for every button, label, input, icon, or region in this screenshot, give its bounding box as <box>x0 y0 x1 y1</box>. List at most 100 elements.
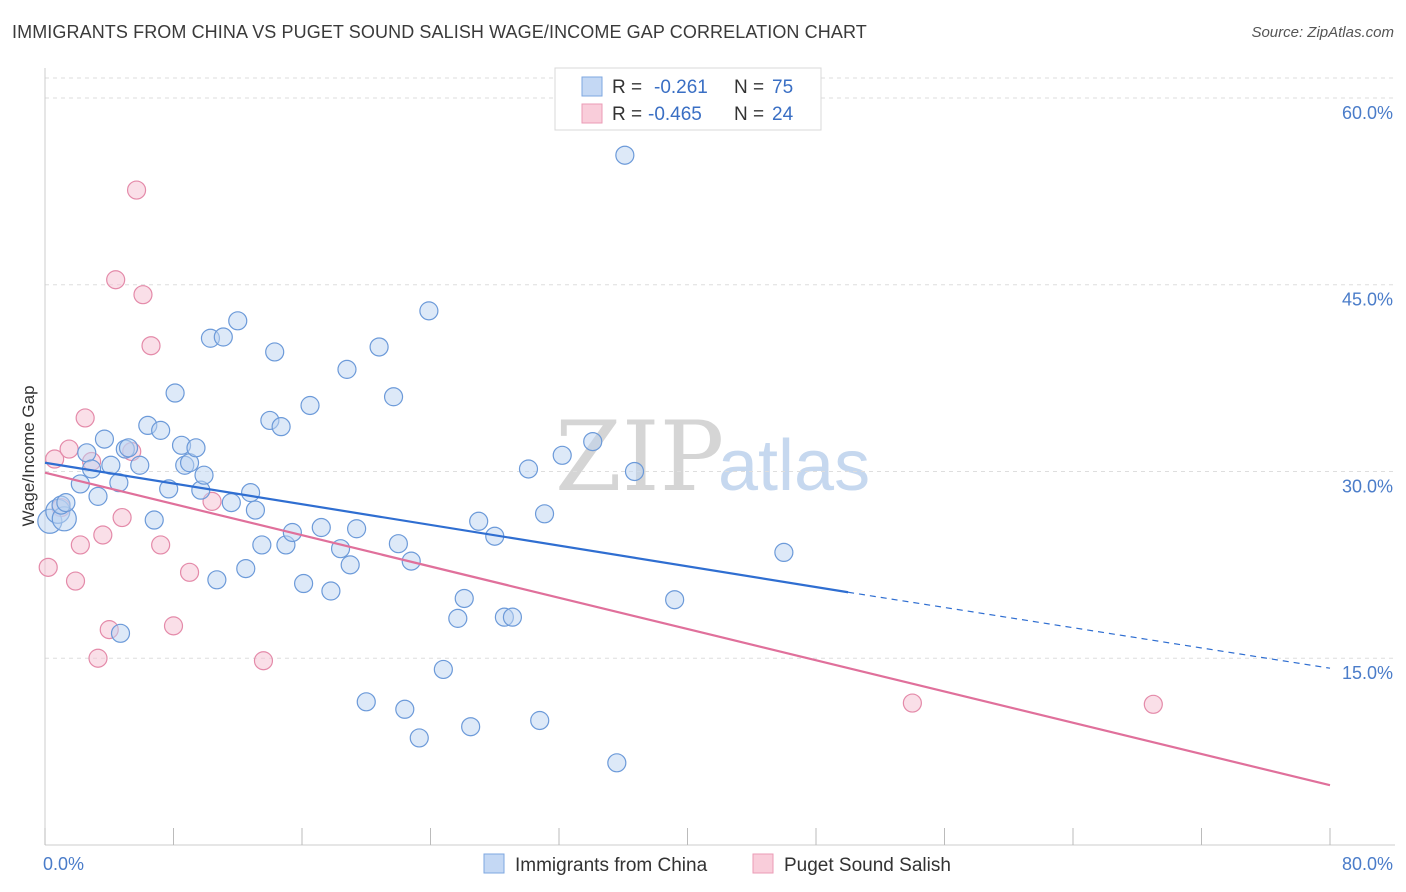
correlation-legend: R = -0.261 N = 75 R = -0.465 N = 24 <box>554 67 822 131</box>
point-salish-15 <box>133 285 153 305</box>
legend-r-label-salish: R = <box>612 104 642 125</box>
point-china-60 <box>461 717 481 737</box>
point-china-29 <box>213 327 233 347</box>
point-salish-17 <box>151 535 171 555</box>
point-china-6 <box>77 443 97 463</box>
point-salish-22 <box>902 693 922 713</box>
point-china-53 <box>395 699 415 719</box>
chart-title: IMMIGRANTS FROM CHINA VS PUGET SOUND SAL… <box>12 22 867 42</box>
point-salish-4 <box>65 571 86 591</box>
legend-n-value-china: 75 <box>772 77 793 98</box>
point-china-32 <box>236 558 256 579</box>
point-china-70 <box>607 753 627 773</box>
point-china-4 <box>56 493 76 513</box>
point-china-42 <box>300 395 320 416</box>
trend-line-salish <box>44 471 1331 787</box>
y-tick-label-60: 60.0% <box>1342 103 1393 123</box>
point-china-73 <box>665 590 685 610</box>
bottom-legend-swatch-china <box>483 853 505 874</box>
point-china-74 <box>774 542 794 563</box>
point-china-58 <box>448 608 468 628</box>
series-puget-sound-salish <box>38 180 1163 714</box>
y-tick-labels: 15.0% 30.0% 45.0% 60.0% <box>1342 103 1393 683</box>
point-china-38 <box>271 417 291 437</box>
point-china-14 <box>118 438 139 458</box>
x-tick-label-min: 0.0% <box>43 854 84 874</box>
legend-n-label-salish: N = <box>734 104 764 125</box>
trend-line-china <box>44 461 849 594</box>
point-china-61 <box>469 511 489 531</box>
point-salish-11 <box>106 270 126 290</box>
point-salish-16 <box>141 336 161 356</box>
y-axis-label: Wage/Income Gap <box>19 385 38 526</box>
legend-swatch-china <box>581 76 603 97</box>
point-china-46 <box>337 359 357 379</box>
x-tick-label-max: 80.0% <box>1342 854 1393 874</box>
point-salish-21 <box>253 651 274 671</box>
point-china-68 <box>552 445 572 465</box>
point-salish-5 <box>70 535 90 555</box>
x-ticks <box>44 828 1331 845</box>
point-salish-18 <box>163 616 184 636</box>
point-china-33 <box>241 483 261 503</box>
legend-r-label-china: R = <box>612 77 642 98</box>
legend-r-value-china: -0.261 <box>654 77 708 98</box>
point-china-69 <box>583 431 603 452</box>
point-china-56 <box>419 301 439 321</box>
point-china-51 <box>383 387 404 407</box>
point-china-18 <box>151 420 171 440</box>
point-salish-19 <box>179 562 200 582</box>
y-tick-label-15: 15.0% <box>1342 663 1393 683</box>
point-china-48 <box>347 519 367 539</box>
point-china-35 <box>252 535 272 555</box>
point-china-12 <box>110 623 131 643</box>
series-legend: Immigrants from China Puget Sound Salish <box>483 853 951 876</box>
point-salish-14 <box>126 180 147 200</box>
legend-n-label-china: N = <box>734 77 764 98</box>
y-tick-label-30: 30.0% <box>1342 476 1393 496</box>
point-china-28 <box>207 570 227 590</box>
point-china-72 <box>624 461 645 482</box>
point-china-31 <box>228 311 248 331</box>
point-china-50 <box>369 337 389 357</box>
legend-swatch-salish <box>581 103 603 124</box>
axes <box>44 68 1395 846</box>
point-china-57 <box>433 659 453 680</box>
point-china-66 <box>530 710 550 731</box>
point-china-65 <box>518 459 539 479</box>
point-china-26 <box>194 465 214 485</box>
trend-line-china-extension <box>848 591 1331 669</box>
point-china-44 <box>321 581 341 601</box>
point-salish-9 <box>93 525 113 545</box>
watermark-atlas: atlas <box>718 426 870 506</box>
point-china-20 <box>165 383 185 403</box>
point-china-43 <box>311 517 331 538</box>
point-china-55 <box>409 728 429 748</box>
trend-lines <box>44 461 1331 787</box>
point-china-37 <box>265 342 285 362</box>
point-china-49 <box>356 692 376 712</box>
point-salish-3 <box>59 439 79 459</box>
bottom-legend-swatch-salish <box>752 853 774 874</box>
watermark-zip: ZIP <box>555 401 724 513</box>
point-china-59 <box>454 588 474 609</box>
point-china-24 <box>186 438 206 458</box>
bottom-legend-label-salish: Puget Sound Salish <box>784 855 951 876</box>
source-credit: Source: ZipAtlas.com <box>1251 24 1394 41</box>
point-salish-6 <box>75 408 95 428</box>
point-china-30 <box>221 493 241 513</box>
point-china-47 <box>340 555 360 575</box>
legend-r-value-salish: -0.465 <box>648 104 702 125</box>
point-china-52 <box>388 534 408 554</box>
y-tick-label-45: 45.0% <box>1342 290 1393 310</box>
point-china-67 <box>534 504 555 524</box>
point-china-9 <box>94 429 115 449</box>
point-china-71 <box>615 145 635 165</box>
point-salish-12 <box>112 507 132 528</box>
legend-n-value-salish: 24 <box>772 104 794 125</box>
point-china-15 <box>130 455 150 475</box>
point-china-17 <box>144 510 164 530</box>
point-china-34 <box>245 500 266 520</box>
bottom-legend-label-china: Immigrants from China <box>515 855 708 876</box>
